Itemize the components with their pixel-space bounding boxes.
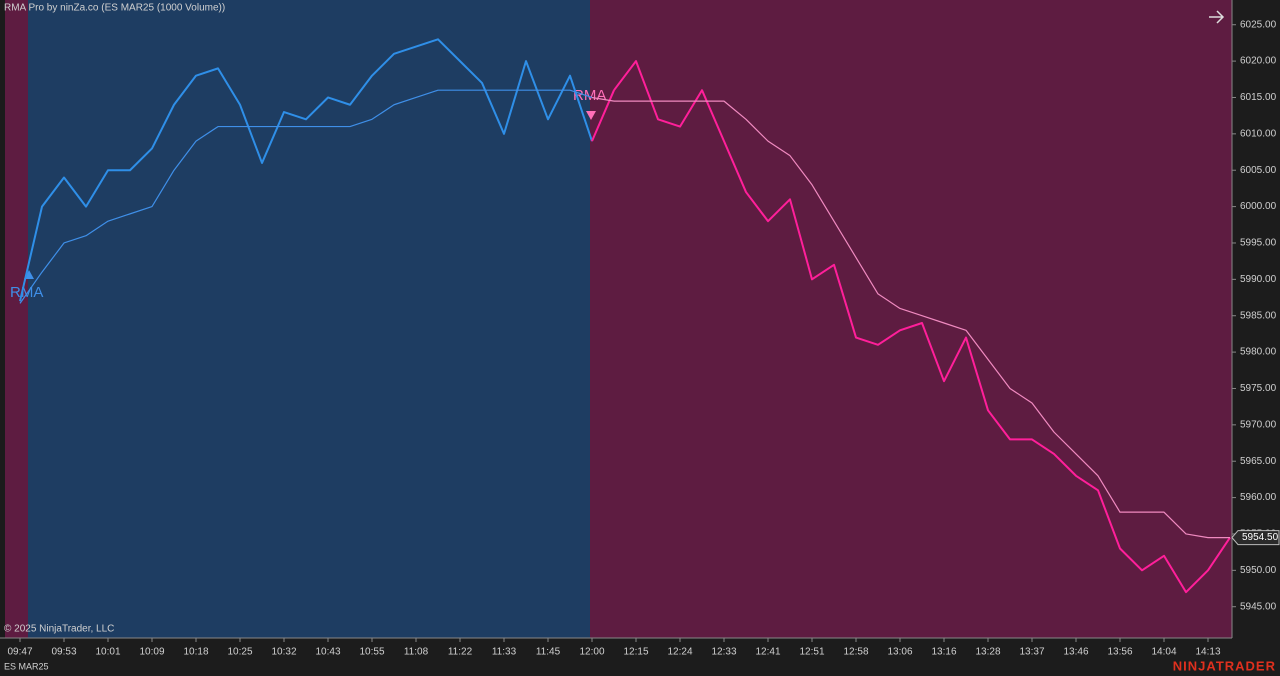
navigate-arrow[interactable] xyxy=(1209,10,1225,24)
rma-line xyxy=(614,100,1230,539)
x-tick-label: 09:53 xyxy=(51,647,76,658)
x-tick-label: 11:33 xyxy=(492,647,517,658)
x-tick-label: 12:41 xyxy=(755,647,780,658)
y-tick-label: 6020.00 xyxy=(1240,56,1277,67)
y-tick-label: 5975.00 xyxy=(1240,383,1277,394)
x-tick-label: 10:01 xyxy=(95,647,120,658)
x-tick-label: 10:09 xyxy=(139,647,164,658)
x-tick-label: 10:43 xyxy=(315,647,340,658)
x-tick-label: 13:56 xyxy=(1107,647,1132,658)
x-tick-label: 10:25 xyxy=(227,647,252,658)
x-tick-label: 10:32 xyxy=(271,647,296,658)
copyright: © 2025 NinjaTrader, LLC xyxy=(4,624,114,635)
x-tick-label: 12:58 xyxy=(843,647,868,658)
bull-region xyxy=(28,0,590,638)
x-tick-label: 10:18 xyxy=(183,647,208,658)
x-tick-label: 10:55 xyxy=(359,647,384,658)
x-tick-label: 12:33 xyxy=(711,647,736,658)
brand-logo: NINJATRADER xyxy=(1173,658,1276,673)
x-tick-label: 12:51 xyxy=(799,647,824,658)
last-price-label: 5954.50 xyxy=(1242,532,1279,543)
y-tick-label: 6015.00 xyxy=(1240,92,1277,103)
y-tick-label: 5965.00 xyxy=(1240,456,1277,467)
y-tick-label: 5985.00 xyxy=(1240,310,1277,321)
x-tick-label: 09:47 xyxy=(7,647,32,658)
bear-region xyxy=(5,0,28,638)
y-tick-label: 5950.00 xyxy=(1240,565,1277,576)
y-tick-label: 5990.00 xyxy=(1240,274,1277,285)
y-tick-label: 5995.00 xyxy=(1240,238,1277,249)
x-tick-label: 11:08 xyxy=(404,647,429,658)
x-tick-label: 12:15 xyxy=(623,647,648,658)
signal-label: RMA xyxy=(10,284,43,301)
y-tick-label: 6005.00 xyxy=(1240,165,1277,176)
x-tick-label: 13:28 xyxy=(975,647,1000,658)
y-tick-label: 5945.00 xyxy=(1240,601,1277,612)
y-tick-label: 5980.00 xyxy=(1240,347,1277,358)
x-tick-label: 14:04 xyxy=(1151,647,1176,658)
x-tick-label: 14:13 xyxy=(1195,647,1220,658)
y-tick-label: 5960.00 xyxy=(1240,492,1277,503)
bear-region xyxy=(590,0,1232,638)
trend-connector xyxy=(591,96,615,102)
y-tick-label: 6000.00 xyxy=(1240,201,1277,212)
x-tick-label: 13:46 xyxy=(1063,647,1088,658)
x-tick-label: 12:00 xyxy=(579,647,604,658)
signal-label: RMA xyxy=(573,87,606,104)
x-tick-label: 13:06 xyxy=(887,647,912,658)
y-tick-label: 5970.00 xyxy=(1240,419,1277,430)
x-tick-label: 13:37 xyxy=(1019,647,1044,658)
instrument-label: ES MAR25 xyxy=(4,661,49,671)
last-price-marker xyxy=(1231,530,1280,546)
trend-connector xyxy=(591,89,615,142)
x-tick-label: 12:24 xyxy=(667,647,692,658)
x-tick-label: 13:16 xyxy=(931,647,956,658)
rma-line xyxy=(19,89,593,304)
x-tick-label: 11:45 xyxy=(536,647,561,658)
chart-title: RMA Pro by ninZa.co (ES MAR25 (1000 Volu… xyxy=(4,3,225,14)
y-tick-label: 6025.00 xyxy=(1240,19,1277,30)
x-tick-label: 11:22 xyxy=(448,647,473,658)
sell-signal-triangle xyxy=(586,111,596,120)
price-line xyxy=(19,38,593,302)
y-tick-label: 6010.00 xyxy=(1240,128,1277,139)
price-line xyxy=(613,60,1231,594)
